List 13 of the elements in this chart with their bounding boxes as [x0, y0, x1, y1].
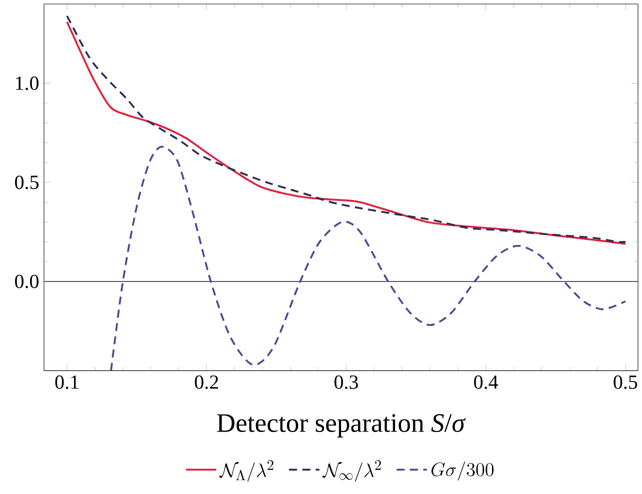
y-tick-label: 0.5 — [15, 176, 39, 190]
x-tick-label: 0.5 — [614, 376, 638, 390]
legend-label: $\mathcal{N}_\infty/\lambda^2$ — [322, 460, 381, 482]
legend-label: $\mathcal{N}_\Lambda/\lambda^2$ — [219, 460, 274, 482]
y-tick-label: 1.0 — [16, 76, 39, 90]
legend-label: $G\sigma/300$ — [432, 462, 494, 481]
x-tick-label: 0.1 — [55, 376, 78, 390]
x-axis-title: Detector separation S/σ — [217, 414, 466, 438]
y-tick-label: 0.0 — [15, 274, 39, 288]
line-series — [110, 146, 626, 371]
x-tick-label: 0.3 — [334, 376, 358, 390]
x-tick-label: 0.4 — [474, 376, 498, 390]
x-tick-label: 0.2 — [194, 376, 218, 390]
